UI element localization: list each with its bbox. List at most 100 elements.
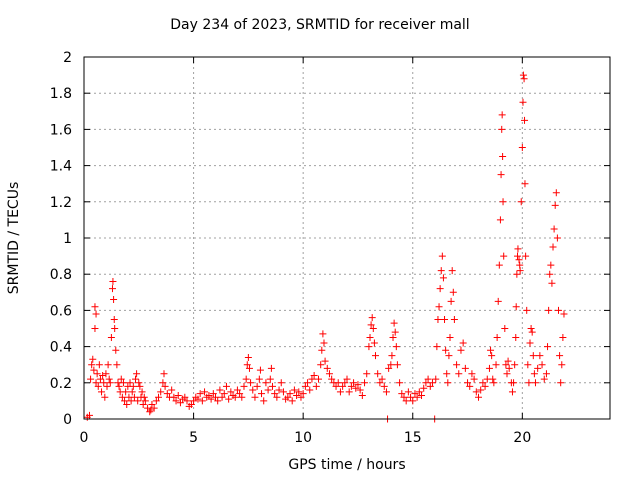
data-point [479, 379, 487, 387]
data-point [99, 372, 107, 380]
data-point [108, 285, 116, 293]
data-point [519, 98, 527, 106]
data-point [393, 361, 401, 369]
data-point [190, 397, 198, 405]
data-point [140, 393, 148, 401]
data-point [325, 370, 333, 378]
data-point [409, 397, 417, 405]
data-point [262, 379, 270, 387]
data-point [110, 315, 118, 323]
data-point [522, 252, 530, 260]
data-point [110, 296, 118, 304]
data-point [218, 393, 226, 401]
data-point [424, 375, 432, 383]
data-point [363, 370, 371, 378]
data-point [554, 306, 562, 314]
data-point [495, 261, 503, 269]
data-point [446, 334, 454, 342]
data-point [516, 267, 524, 275]
data-point [499, 153, 507, 161]
data-point [196, 390, 204, 398]
y-tick-label: 0.8 [50, 267, 72, 283]
y-tick-label: 1.8 [50, 86, 72, 102]
data-point [527, 325, 535, 332]
data-point [508, 388, 516, 396]
data-point [525, 379, 533, 387]
data-point [445, 352, 453, 360]
data-point [105, 375, 113, 383]
data-point [187, 401, 195, 409]
data-point [380, 382, 388, 390]
data-point [385, 364, 393, 372]
data-point [544, 343, 552, 351]
data-point [470, 375, 478, 383]
data-point [477, 386, 485, 394]
x-tick-label: 0 [80, 430, 89, 446]
data-point [366, 334, 374, 342]
data-point [170, 393, 178, 401]
data-point [301, 382, 309, 390]
x-tick-label: 15 [404, 430, 422, 446]
data-point [231, 393, 239, 401]
data-point [209, 390, 217, 398]
data-point [236, 390, 244, 398]
data-point [438, 252, 446, 260]
data-point [347, 382, 355, 390]
x-axis-label: GPS time / hours [288, 457, 406, 473]
data-point [498, 125, 506, 133]
data-point [273, 393, 281, 401]
data-point [253, 382, 261, 390]
chart-title: Day 234 of 2023, SRMTID for receiver mal… [170, 17, 470, 33]
data-point [549, 243, 557, 251]
data-point [514, 252, 522, 260]
data-point [136, 382, 144, 390]
data-point [447, 297, 455, 305]
data-point [104, 361, 112, 369]
data-point [101, 393, 109, 401]
data-point [498, 111, 506, 119]
data-point [552, 189, 560, 197]
data-point [396, 379, 404, 387]
data-point [103, 382, 111, 390]
data-point [111, 325, 119, 332]
data-point [238, 393, 246, 401]
data-point [319, 330, 327, 338]
data-point [310, 372, 318, 380]
data-point [547, 261, 555, 269]
data-point [501, 325, 509, 332]
data-point [320, 339, 328, 347]
data-point [494, 297, 502, 305]
data-point [434, 315, 442, 323]
data-point [402, 397, 410, 405]
data-point [382, 388, 390, 396]
data-point [524, 361, 532, 369]
data-point [304, 379, 312, 387]
data-point [538, 361, 546, 369]
data-point [432, 375, 440, 383]
data-point [437, 267, 445, 275]
data-point [328, 375, 336, 383]
data-point [194, 395, 202, 403]
data-point [321, 357, 329, 365]
data-point [493, 334, 501, 342]
data-point [119, 379, 127, 387]
data-point [277, 379, 285, 387]
data-point [433, 343, 441, 351]
data-point [365, 343, 373, 351]
data-point [517, 198, 525, 206]
data-point [318, 346, 326, 354]
data-point [415, 388, 423, 396]
data-point [485, 364, 493, 372]
data-point [216, 386, 224, 394]
data-point [267, 364, 275, 372]
data-point [168, 386, 176, 394]
data-point [256, 366, 264, 374]
data-point [356, 386, 364, 394]
data-point [546, 270, 554, 278]
data-point [536, 352, 544, 360]
data-point [404, 388, 412, 396]
data-point [426, 382, 434, 390]
data-point [464, 379, 472, 387]
